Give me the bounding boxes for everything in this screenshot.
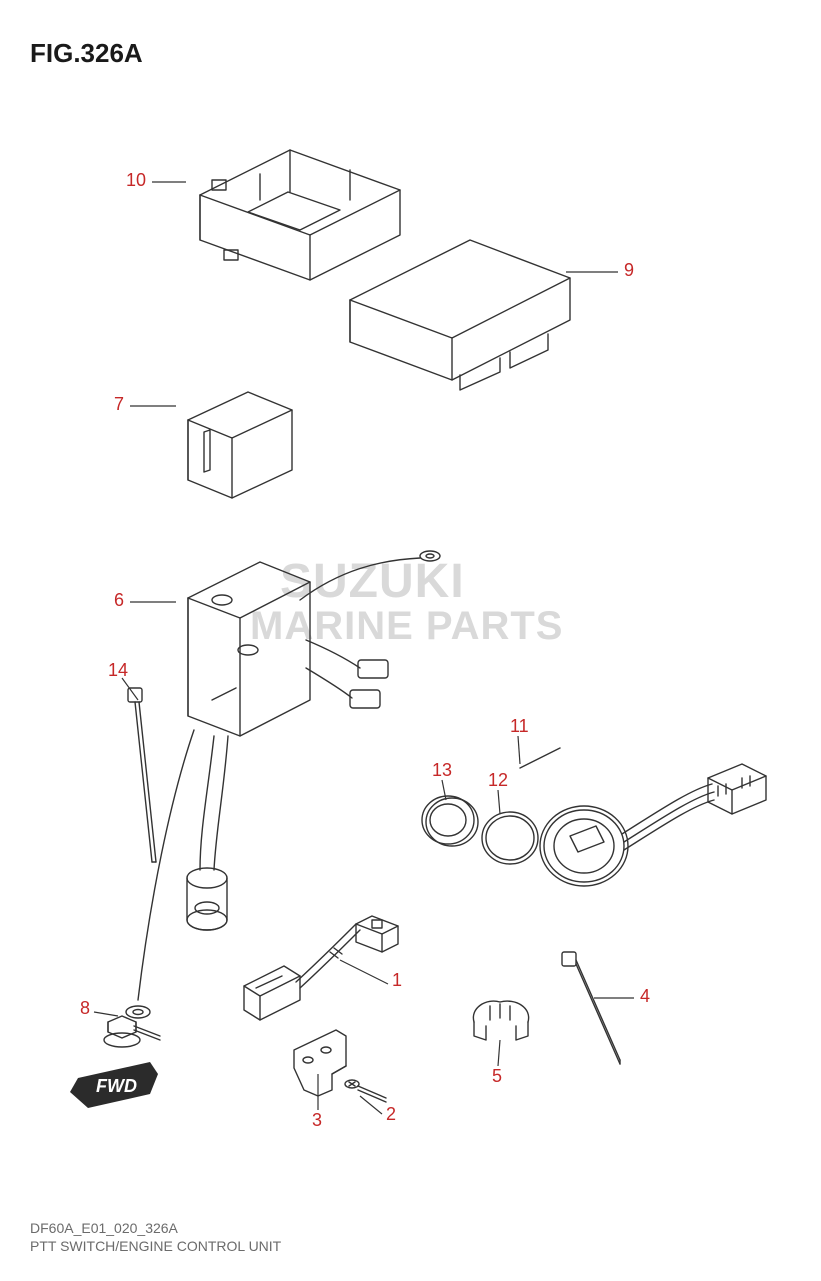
- callout-8: 8: [80, 998, 90, 1019]
- callout-11: 11: [510, 716, 529, 737]
- callout-14: 14: [108, 660, 128, 681]
- part-8-bolt: [104, 1016, 160, 1047]
- part-14-tie: [128, 688, 156, 862]
- part-2-screw: [345, 1080, 386, 1102]
- callout-3: 3: [312, 1110, 322, 1131]
- part-9-ecu: [350, 240, 570, 390]
- part-7-relay: [188, 392, 292, 498]
- footer-desc: PTT SWITCH/ENGINE CONTROL UNIT: [30, 1238, 281, 1254]
- callout-13: 13: [432, 760, 452, 781]
- fwd-badge: FWD: [70, 1062, 158, 1108]
- callout-12: 12: [488, 770, 508, 791]
- callout-7: 7: [114, 394, 124, 415]
- part-5-clamp: [473, 1001, 528, 1040]
- callout-5: 5: [492, 1066, 502, 1087]
- part-3-bracket: [294, 1030, 346, 1096]
- part-10-cover: [200, 150, 400, 280]
- callout-1: 1: [392, 970, 402, 991]
- part-1-harness: [244, 916, 398, 1020]
- callout-9: 9: [624, 260, 634, 281]
- callout-10: 10: [126, 170, 146, 191]
- callout-2: 2: [386, 1104, 396, 1125]
- part-4-tie: [562, 952, 620, 1064]
- diagram-svg: FWD: [0, 0, 821, 1281]
- part-6-rectifier: [126, 551, 440, 1018]
- fwd-label: FWD: [96, 1076, 137, 1096]
- part-12-oring: [482, 812, 538, 864]
- part-11-switch: [520, 748, 766, 886]
- callout-6: 6: [114, 590, 124, 611]
- leader-lines: [94, 182, 634, 1114]
- part-13-bezel: [422, 796, 478, 846]
- footer-code: DF60A_E01_020_326A: [30, 1220, 178, 1236]
- figure-title: FIG.326A: [30, 38, 143, 69]
- callout-4: 4: [640, 986, 650, 1007]
